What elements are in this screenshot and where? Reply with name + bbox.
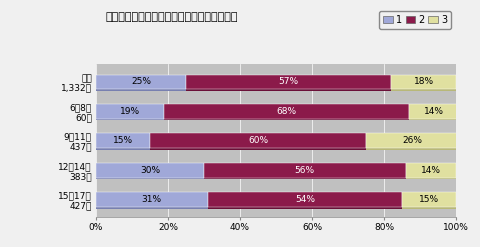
Bar: [366, 135, 460, 150]
Bar: [150, 135, 366, 150]
Text: 68%: 68%: [277, 107, 297, 116]
Bar: [409, 104, 459, 119]
Bar: [186, 76, 391, 91]
Text: 18%: 18%: [414, 77, 433, 86]
Bar: [164, 106, 409, 121]
Text: 31%: 31%: [142, 195, 162, 204]
Bar: [186, 75, 391, 89]
Text: 19%: 19%: [120, 107, 140, 116]
Legend: 1, 2, 3: 1, 2, 3: [379, 11, 451, 29]
Bar: [208, 192, 402, 207]
Text: 言いたいことをがまんすることがありますか: 言いたいことをがまんすることがありますか: [106, 12, 238, 22]
Text: 14%: 14%: [424, 107, 444, 116]
Bar: [96, 75, 186, 89]
Text: 25%: 25%: [131, 77, 151, 86]
Bar: [406, 165, 456, 179]
Bar: [366, 133, 460, 148]
Bar: [96, 104, 164, 119]
Text: 15%: 15%: [419, 195, 439, 204]
Bar: [96, 163, 204, 178]
Text: 60%: 60%: [248, 136, 268, 145]
Bar: [391, 75, 456, 89]
Bar: [96, 133, 150, 148]
Bar: [406, 163, 456, 178]
Bar: [208, 194, 402, 209]
Bar: [96, 165, 204, 179]
Bar: [402, 192, 456, 207]
Text: 26%: 26%: [403, 136, 423, 145]
Bar: [409, 106, 459, 121]
Bar: [96, 135, 150, 150]
Bar: [150, 133, 366, 148]
Bar: [391, 76, 456, 91]
Bar: [96, 192, 208, 207]
Bar: [96, 76, 186, 91]
Bar: [204, 165, 406, 179]
Bar: [204, 163, 406, 178]
Bar: [402, 194, 456, 209]
Text: 15%: 15%: [113, 136, 133, 145]
Bar: [96, 194, 208, 209]
Bar: [96, 106, 164, 121]
Text: 14%: 14%: [421, 166, 441, 175]
Text: 57%: 57%: [278, 77, 299, 86]
Text: 56%: 56%: [295, 166, 315, 175]
Text: 54%: 54%: [295, 195, 315, 204]
Text: 30%: 30%: [140, 166, 160, 175]
Bar: [164, 104, 409, 119]
